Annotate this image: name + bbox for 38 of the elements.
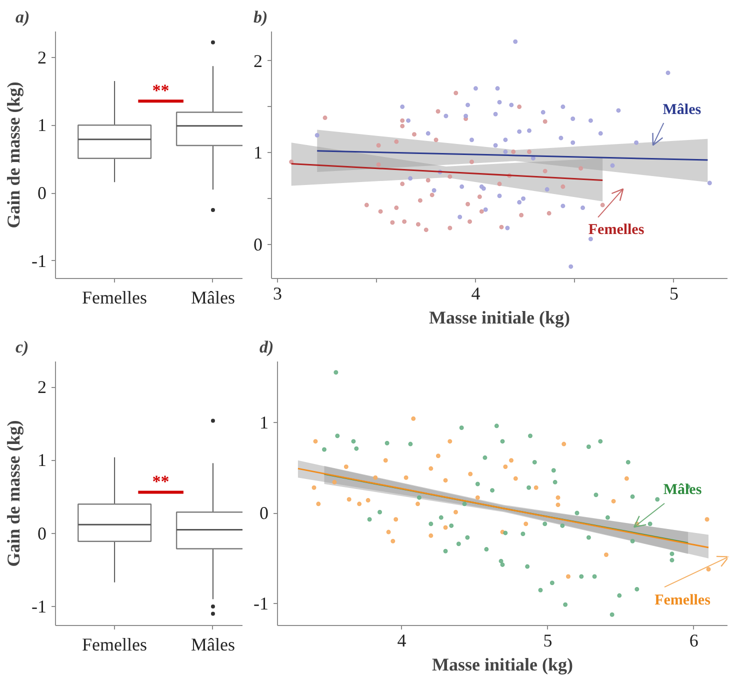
x-axis-title: Masse initiale (kg)	[432, 654, 574, 674]
chart-title: b)	[254, 8, 268, 26]
y-tick-label: 1	[260, 412, 268, 432]
x-tick-label: Mâles	[190, 634, 235, 654]
y-axis-title: Gain de masse (kg)	[4, 82, 24, 228]
y-tick-label: 1	[254, 142, 262, 163]
x-tick-label: 6	[689, 630, 698, 650]
y-tick-label: 0	[38, 523, 46, 544]
x-tick-label: Femelles	[82, 288, 148, 308]
y-tick-label: 0	[254, 234, 262, 255]
x-tick-label: 5	[669, 284, 678, 304]
y-tick-label: -1	[254, 594, 269, 614]
x-tick-label: 3	[272, 284, 282, 304]
x-tick-label: Mâles	[190, 288, 235, 308]
text: Mâles	[663, 482, 702, 498]
text: Mâles	[662, 102, 702, 118]
y-axis-title: Gain de masse (kg)	[4, 420, 24, 567]
x-tick-label: 4	[397, 630, 406, 650]
chart-title: a)	[16, 8, 30, 26]
text: Femelles	[588, 222, 644, 238]
x-tick-label: 4	[471, 284, 480, 304]
x-tick-label: 5	[543, 630, 552, 650]
y-tick-label: -1	[32, 596, 47, 616]
text: Femelles	[654, 592, 711, 608]
annotation: **	[152, 472, 170, 492]
chart-title: c)	[16, 338, 29, 356]
y-tick-label: 2	[254, 50, 262, 71]
y-tick-label: 2	[38, 47, 46, 68]
chart-title: d)	[260, 338, 274, 356]
y-tick-label: 0	[38, 183, 46, 203]
y-tick-label: -1	[32, 250, 47, 271]
y-tick-label: 1	[38, 115, 46, 136]
y-tick-label: 1	[38, 450, 46, 470]
x-tick-label: Femelles	[82, 634, 148, 654]
y-tick-label: 2	[38, 377, 46, 398]
annotation: **	[152, 81, 170, 100]
x-axis-title: Masse initiale (kg)	[429, 308, 570, 328]
y-tick-label: 0	[260, 503, 268, 524]
